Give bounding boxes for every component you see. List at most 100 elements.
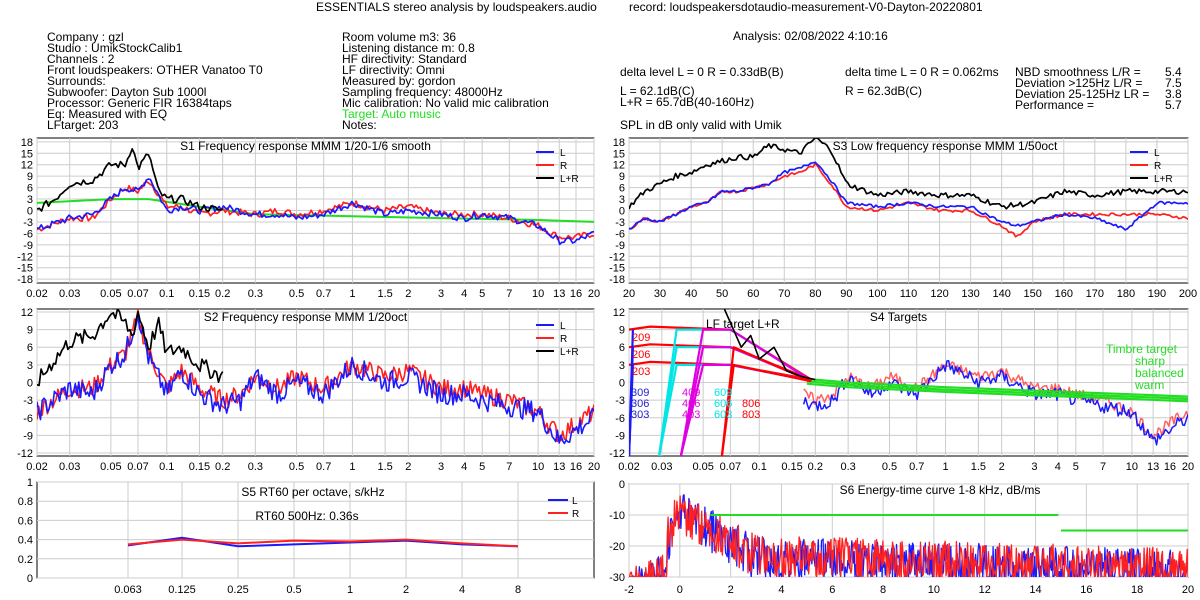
x-tick-label: 0.5 [286,584,301,596]
x-tick-label: 0.03 [651,461,672,473]
y-tick-label: -6 [615,228,625,240]
x-tick-label: 50 [716,288,728,300]
plot-frame [36,481,595,579]
y-tick-label: 6 [619,342,625,354]
y-tick-label: 0.4 [18,535,33,547]
report-title: ESSENTIALS stereo analysis by loudspeake… [316,0,597,14]
x-tick-label: 4 [459,584,465,596]
x-tick-label: 0.02 [26,461,47,473]
metric-value: 5.4 [1165,65,1182,79]
chart-title: S4 Targets [870,310,927,324]
y-tick-label: -12 [17,448,33,460]
analysis-date: Analysis: 02/08/2022 4:10:16 [733,29,888,43]
legend-label: L+R [1154,174,1173,185]
y-tick-label: 0 [619,479,625,491]
lf-label: 403 [682,409,700,421]
y-tick-label: -9 [615,430,625,442]
x-tick-label: 3 [1031,461,1037,473]
x-tick-label: 16 [570,461,582,473]
chart-S5: 1 0.8 0.6 0.4 0.2 0 0.063 0.125 0.25 0.5 1 2 4 8 S5 RT… [18,477,595,596]
lf-label: 203 [632,366,650,378]
x-tick-label: 6 [829,584,835,596]
metric-label: Deviation >125Hz L/R = [1015,76,1143,90]
info-line: HF directivity: Standard [342,52,467,66]
x-tick-label: 140 [992,288,1010,300]
x-tick-label: 8 [515,584,521,596]
y-tick-label: 1 [27,477,33,489]
rt60-annotation: RT60 500Hz: 0.36s [255,509,358,523]
x-tick-label: 0.5 [289,288,304,300]
y-tick-label: 0 [619,378,625,390]
x-tick-label: 0.05 [692,461,713,473]
info-line: Company : gzl [47,30,124,44]
y-tick-label: -12 [609,251,625,263]
x-tick-label: 10 [532,461,544,473]
y-tick-label: 3 [619,194,625,206]
y-tick-label: -10 [609,510,625,522]
info-line: Processor: Generic FIR 16384taps [47,96,232,110]
spl-left-right: L+R = 65.7dB(40-160Hz) [620,95,755,109]
x-tick-label: 0.25 [227,584,248,596]
x-tick-label: 180 [1117,288,1135,300]
series-L [37,178,594,246]
y-tick-label: 18 [21,137,33,149]
series-group [629,309,1188,456]
x-tick-label: 0.07 [127,288,148,300]
info-line: Front loudspeakers: OTHER Vanatoo T0 [47,63,263,77]
x-tick-label: 90 [840,288,852,300]
response-L [802,360,1188,446]
metric-label: NBD smoothness L/R = [1015,65,1141,79]
lf-label: 306 [631,398,649,410]
x-tick-label: 4 [1055,461,1061,473]
y-tick-label: -18 [17,274,33,286]
y-tick-label: 3 [619,360,625,372]
lf-label: 406 [682,398,700,410]
x-tick-label: 0.03 [59,288,80,300]
x-tick-label: 190 [1148,288,1166,300]
y-tick-label: -9 [615,240,625,252]
x-tick-label: 120 [930,288,948,300]
metric-value: 3.8 [1165,87,1182,101]
timbre-target [806,380,1188,401]
x-tick-label: 0.7 [909,461,924,473]
x-tick-label: 0.1 [752,461,767,473]
x-tick-label: 0.3 [248,288,263,300]
x-tick-label: 1.5 [377,288,392,300]
x-tick-label: 0.1 [159,461,174,473]
y-tick-label: 3 [27,360,33,372]
x-tick-label: 0.2 [808,461,823,473]
chart-title: S6 Energy-time curve 1-8 kHz, dB/ms [840,483,1041,497]
x-tick-label: 170 [1086,288,1104,300]
lf-label: 606 [714,398,732,410]
spl-left: L = 62.1dB(C) [620,84,695,98]
x-tick-label: 1.5 [377,461,392,473]
chart-S2: 0.02 0.03 0.05 0.07 0.1 0.15 0.2 0.3 0.5 0.7 1 1.5 2… [17,307,600,473]
y-tick-label: -6 [23,413,33,425]
x-tick-label: 1 [349,461,355,473]
metric-label: Performance = [1015,98,1095,112]
x-tick-label: 2 [999,461,1005,473]
y-tick-label: -30 [609,572,625,584]
x-tick-label: 20 [588,288,600,300]
lf-label: 303 [631,409,649,421]
x-tick-label: 2 [403,584,409,596]
x-tick-label: 80 [809,288,821,300]
y-tick-label: 18 [613,137,625,149]
x-tick-label: 1.5 [971,461,986,473]
x-tick-label: 8 [880,584,886,596]
y-tick-label: 9 [27,325,33,337]
chart-S3: 20 30 40 50 60 70 80 90 100 110 120 130 140 150 160 170… [609,137,1197,300]
x-tick-label: 18 [1131,584,1143,596]
metric-label: Deviation 25-125Hz LR = [1015,87,1150,101]
x-tick-label: 0.7 [316,461,331,473]
chart-title: S2 Frequency response MMM 1/20oct [204,310,408,324]
x-tick-label: 0.02 [618,461,639,473]
y-tick-label: -3 [23,217,33,229]
legend-label: L [1154,148,1160,159]
x-tick-label: 100 [868,288,886,300]
x-tick-label: 0.125 [168,584,196,596]
series-LR [37,309,224,387]
lf-target-lr [723,309,816,381]
series-group [37,309,594,445]
